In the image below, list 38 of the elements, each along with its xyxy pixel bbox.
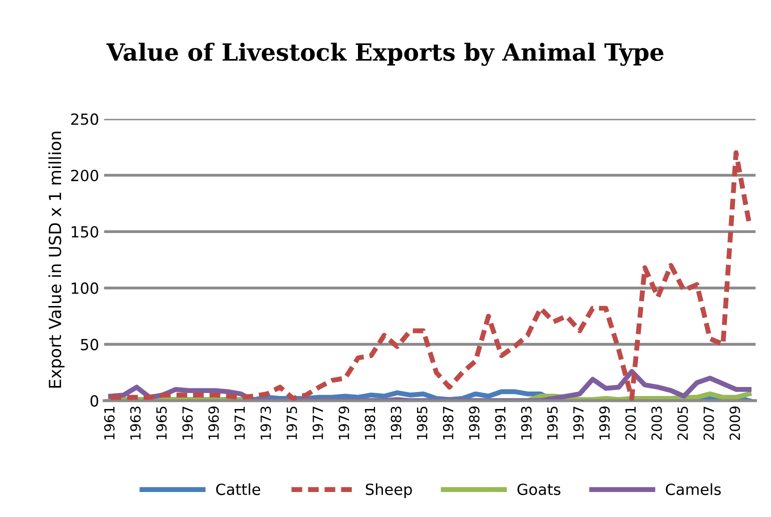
x-tick-label: 1961 xyxy=(104,406,115,440)
y-axis-title: Export Value in USD x 1 million xyxy=(48,132,65,388)
x-tick-label: 2009 xyxy=(730,406,740,440)
x-tick-label: 1971 xyxy=(234,406,245,440)
x-tick-label: 1983 xyxy=(390,406,402,440)
legend-label: Goats xyxy=(517,484,560,496)
legend-label: Sheep xyxy=(366,483,412,498)
x-tick-label: 1977 xyxy=(312,406,324,440)
x-tick-label: 1987 xyxy=(442,406,454,440)
legend-label: Cattle xyxy=(216,483,260,496)
y-tick-label: 200 xyxy=(71,170,98,182)
y-tick-label: 250 xyxy=(71,113,98,125)
x-tick-label: 2005 xyxy=(677,406,688,440)
x-tick-label: 1979 xyxy=(338,406,350,440)
y-tick-label: 150 xyxy=(72,226,98,238)
x-tick-label: 2001 xyxy=(625,406,636,440)
x-tick-label: 1967 xyxy=(182,406,193,440)
y-tick-label: 0 xyxy=(90,395,98,407)
x-tick-label: 1963 xyxy=(130,406,141,440)
x-tick-label: 1965 xyxy=(156,406,167,440)
line-series xyxy=(108,368,752,401)
x-tick-label: 1997 xyxy=(573,406,584,440)
y-tick-label: 100 xyxy=(72,282,98,294)
x-tick-label: 1999 xyxy=(599,406,610,440)
x-tick-label: 1973 xyxy=(260,406,271,440)
x-tick-label: 2007 xyxy=(704,406,714,440)
x-tick-label: 1969 xyxy=(208,406,219,440)
y-tick-label: 50 xyxy=(80,338,98,350)
x-tick-label: 1993 xyxy=(521,406,532,440)
x-tick-label: 1975 xyxy=(286,406,298,440)
x-tick-label: 1989 xyxy=(468,406,480,440)
x-tick-label: 2003 xyxy=(651,406,662,440)
legend-label: Camels xyxy=(666,483,721,496)
x-tick-label: 1995 xyxy=(547,406,558,440)
x-tick-label: 1991 xyxy=(495,406,506,440)
chart-title: Value of Livestock Exports by Animal Type xyxy=(106,42,664,66)
x-tick-label: 1985 xyxy=(416,406,428,440)
x-tick-label: 1981 xyxy=(364,406,376,440)
